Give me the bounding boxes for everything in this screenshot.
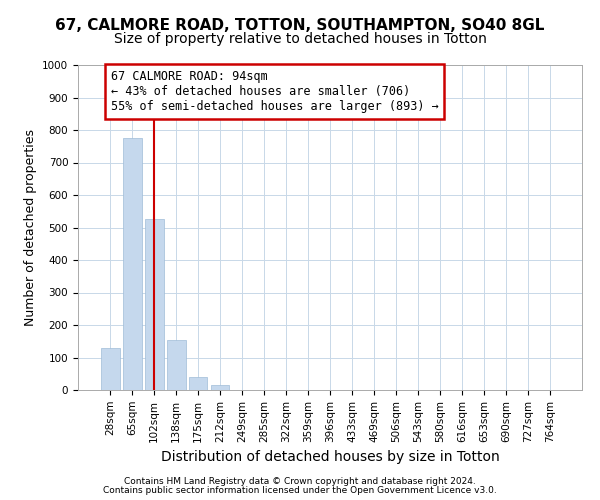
Text: Contains public sector information licensed under the Open Government Licence v3: Contains public sector information licen… <box>103 486 497 495</box>
Bar <box>211 385 229 390</box>
Y-axis label: Number of detached properties: Number of detached properties <box>23 129 37 326</box>
Text: Size of property relative to detached houses in Totton: Size of property relative to detached ho… <box>113 32 487 46</box>
Bar <box>145 220 164 390</box>
Bar <box>101 348 119 390</box>
Text: Contains HM Land Registry data © Crown copyright and database right 2024.: Contains HM Land Registry data © Crown c… <box>124 477 476 486</box>
Text: 67 CALMORE ROAD: 94sqm
← 43% of detached houses are smaller (706)
55% of semi-de: 67 CALMORE ROAD: 94sqm ← 43% of detached… <box>111 70 439 113</box>
Text: 67, CALMORE ROAD, TOTTON, SOUTHAMPTON, SO40 8GL: 67, CALMORE ROAD, TOTTON, SOUTHAMPTON, S… <box>55 18 545 32</box>
X-axis label: Distribution of detached houses by size in Totton: Distribution of detached houses by size … <box>161 450 499 464</box>
Bar <box>123 138 142 390</box>
Bar <box>189 377 208 390</box>
Bar <box>167 340 185 390</box>
